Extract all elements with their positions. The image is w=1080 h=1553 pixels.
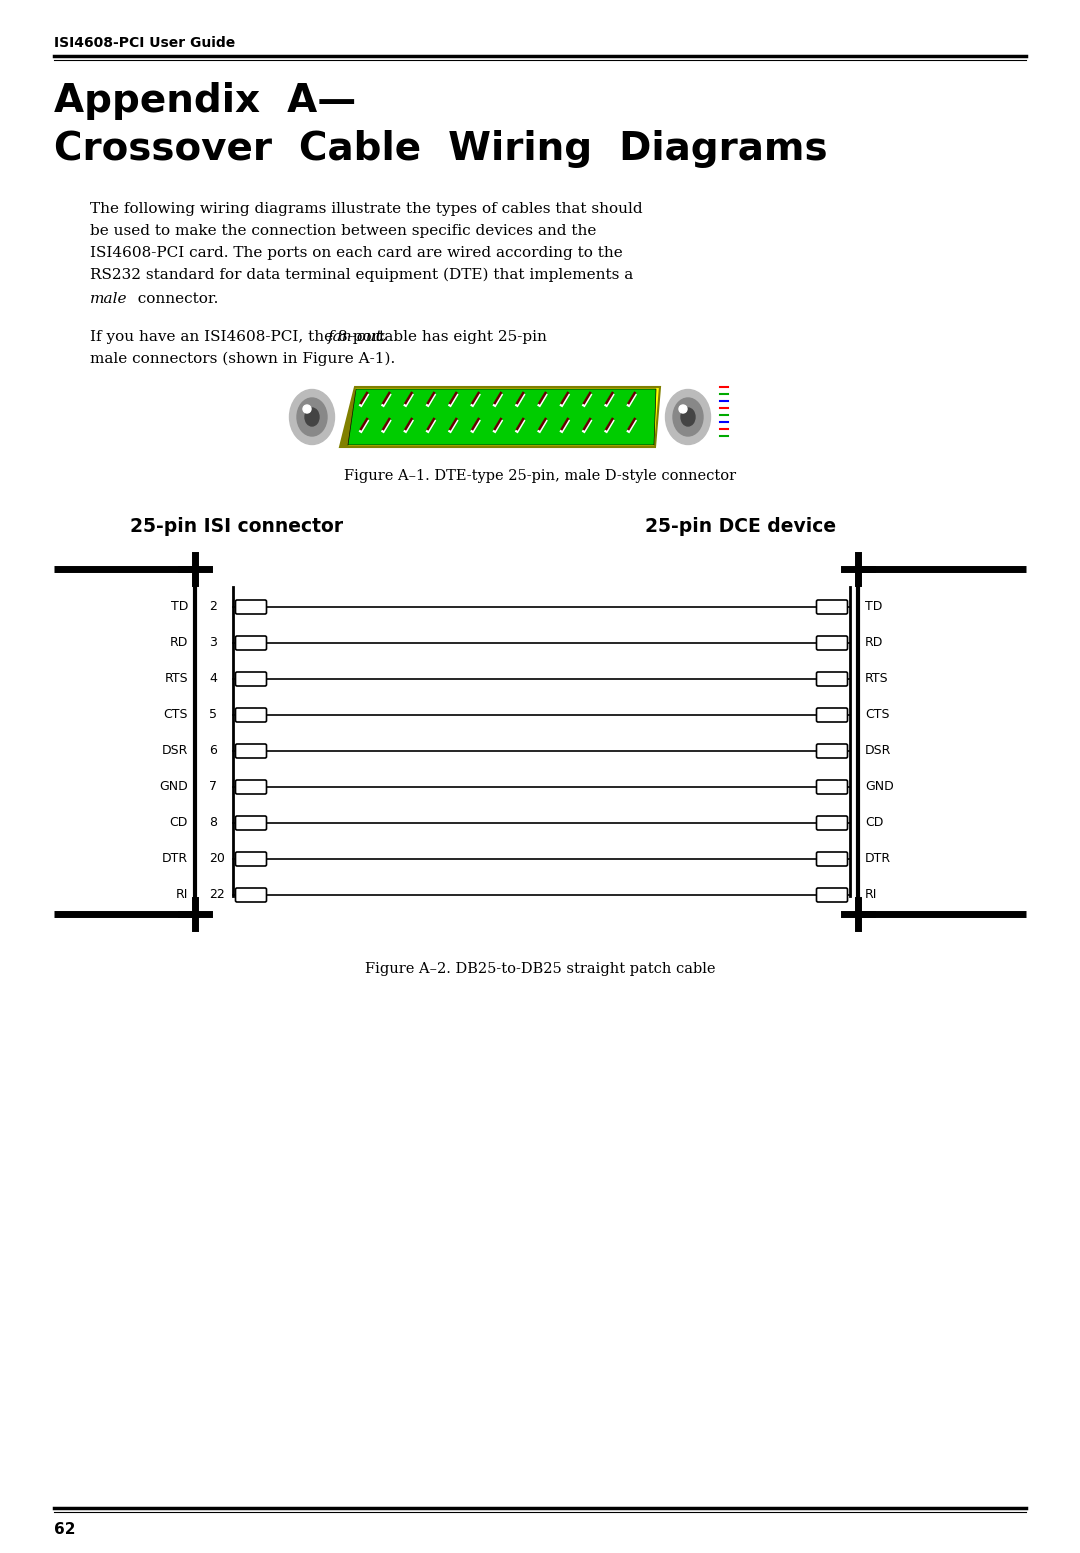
Text: 4: 4: [837, 672, 845, 685]
Ellipse shape: [297, 398, 327, 436]
Text: DSR: DSR: [162, 744, 188, 758]
Text: CTS: CTS: [865, 708, 890, 722]
Text: fan-out: fan-out: [328, 329, 382, 345]
Text: 6: 6: [837, 744, 845, 758]
FancyBboxPatch shape: [816, 672, 848, 686]
Text: 8: 8: [837, 817, 845, 829]
Text: 7: 7: [837, 781, 845, 794]
Text: connector.: connector.: [129, 292, 218, 306]
Text: 7: 7: [210, 781, 217, 794]
FancyBboxPatch shape: [235, 744, 267, 758]
Text: 2: 2: [837, 601, 845, 613]
Text: 20: 20: [210, 853, 225, 865]
Text: Appendix  A—: Appendix A—: [54, 82, 356, 120]
Text: male connectors (shown in Figure A-1).: male connectors (shown in Figure A-1).: [90, 353, 395, 367]
Text: RTS: RTS: [164, 672, 188, 685]
Text: 25-pin ISI connector: 25-pin ISI connector: [130, 517, 343, 536]
Ellipse shape: [681, 408, 696, 426]
Text: The following wiring diagrams illustrate the types of cables that should: The following wiring diagrams illustrate…: [90, 202, 643, 216]
Text: male: male: [90, 292, 127, 306]
Text: 3: 3: [210, 637, 217, 649]
Text: CD: CD: [170, 817, 188, 829]
FancyBboxPatch shape: [816, 708, 848, 722]
Text: DTR: DTR: [865, 853, 891, 865]
FancyBboxPatch shape: [235, 853, 267, 867]
Text: If you have an ISI4608-PCI, the 8-port: If you have an ISI4608-PCI, the 8-port: [90, 329, 390, 345]
Ellipse shape: [303, 405, 311, 413]
FancyBboxPatch shape: [235, 780, 267, 794]
Text: 22: 22: [829, 888, 845, 901]
Text: RD: RD: [865, 637, 883, 649]
Text: be used to make the connection between specific devices and the: be used to make the connection between s…: [90, 224, 596, 238]
Text: 25-pin DCE device: 25-pin DCE device: [645, 517, 836, 536]
Ellipse shape: [679, 405, 687, 413]
FancyBboxPatch shape: [816, 815, 848, 829]
Text: 4: 4: [210, 672, 217, 685]
FancyBboxPatch shape: [235, 672, 267, 686]
Text: ISI4608-PCI card. The ports on each card are wired according to the: ISI4608-PCI card. The ports on each card…: [90, 245, 623, 259]
Ellipse shape: [673, 398, 703, 436]
FancyBboxPatch shape: [235, 708, 267, 722]
Text: CTS: CTS: [163, 708, 188, 722]
FancyBboxPatch shape: [235, 599, 267, 613]
FancyBboxPatch shape: [235, 637, 267, 651]
Text: 22: 22: [210, 888, 225, 901]
Text: cable has eight 25-pin: cable has eight 25-pin: [370, 329, 546, 345]
Polygon shape: [340, 387, 660, 447]
FancyBboxPatch shape: [235, 815, 267, 829]
Text: CD: CD: [865, 817, 883, 829]
FancyBboxPatch shape: [816, 637, 848, 651]
Text: RS232 standard for data terminal equipment (DTE) that implements a: RS232 standard for data terminal equipme…: [90, 269, 633, 283]
Text: DTR: DTR: [162, 853, 188, 865]
FancyBboxPatch shape: [816, 888, 848, 902]
Text: 6: 6: [210, 744, 217, 758]
Text: GND: GND: [865, 781, 894, 794]
FancyBboxPatch shape: [816, 780, 848, 794]
Text: Figure A–2. DB25-to-DB25 straight patch cable: Figure A–2. DB25-to-DB25 straight patch …: [365, 961, 715, 975]
Ellipse shape: [305, 408, 319, 426]
Text: DSR: DSR: [865, 744, 891, 758]
Text: TD: TD: [171, 601, 188, 613]
Text: 2: 2: [210, 601, 217, 613]
Text: ISI4608-PCI User Guide: ISI4608-PCI User Guide: [54, 36, 235, 50]
Text: 20: 20: [829, 853, 845, 865]
Ellipse shape: [289, 390, 335, 444]
Text: Crossover  Cable  Wiring  Diagrams: Crossover Cable Wiring Diagrams: [54, 130, 827, 168]
Text: RTS: RTS: [865, 672, 889, 685]
Text: RD: RD: [170, 637, 188, 649]
Text: 62: 62: [54, 1522, 76, 1537]
Text: 5: 5: [210, 708, 217, 722]
Text: RI: RI: [176, 888, 188, 901]
Text: TD: TD: [865, 601, 882, 613]
Text: RI: RI: [865, 888, 877, 901]
FancyBboxPatch shape: [235, 888, 267, 902]
Ellipse shape: [665, 390, 711, 444]
Polygon shape: [348, 388, 656, 446]
Text: Figure A–1. DTE-type 25-pin, male D-style connector: Figure A–1. DTE-type 25-pin, male D-styl…: [343, 469, 737, 483]
Text: 5: 5: [837, 708, 845, 722]
Polygon shape: [340, 387, 355, 447]
Text: 3: 3: [837, 637, 845, 649]
Text: GND: GND: [159, 781, 188, 794]
FancyBboxPatch shape: [816, 599, 848, 613]
FancyBboxPatch shape: [816, 853, 848, 867]
Text: 8: 8: [210, 817, 217, 829]
FancyBboxPatch shape: [816, 744, 848, 758]
